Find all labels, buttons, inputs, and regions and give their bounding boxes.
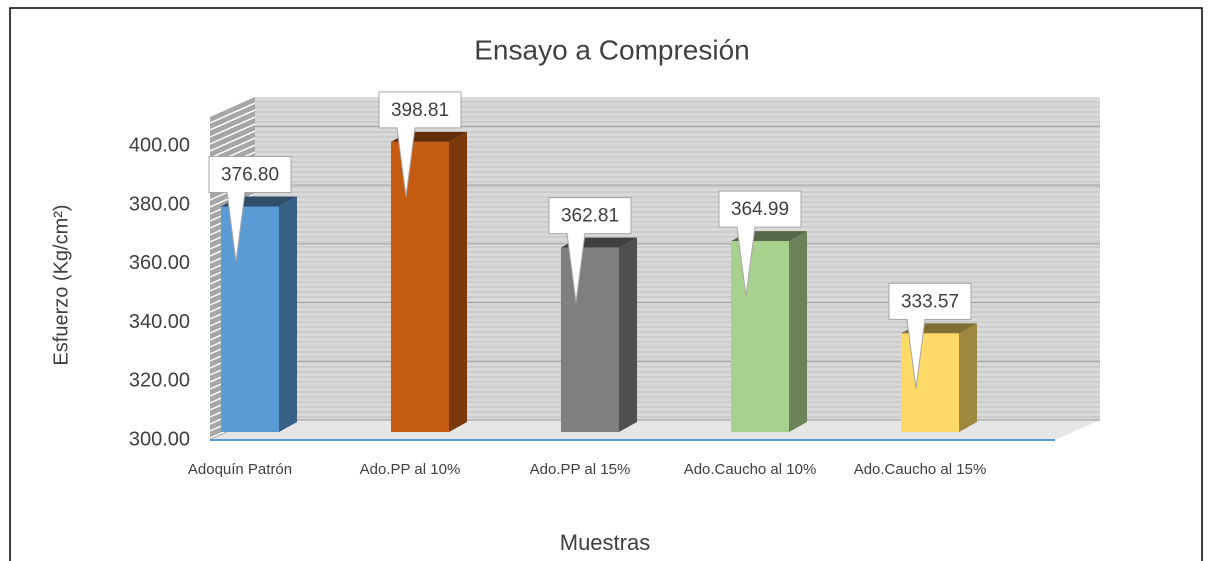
wall-hatch: [209, 137, 256, 159]
x-tick-label: Adoquín Patrón: [188, 461, 292, 478]
y-tick-label: 360.00: [129, 252, 190, 274]
wall-hatch: [209, 109, 256, 131]
bar-front: [561, 247, 619, 432]
x-tick-label: Ado.PP al 15%: [530, 461, 631, 478]
bar-side: [619, 237, 637, 432]
x-tick-label: Ado.Caucho al 15%: [854, 461, 987, 478]
y-tick-label: 380.00: [129, 193, 190, 215]
bar-front: [731, 241, 789, 432]
x-tick-label: Ado.PP al 10%: [360, 461, 461, 478]
data-label: 333.57: [901, 291, 959, 312]
y-tick-label: 320.00: [129, 370, 190, 392]
data-label: 398.81: [391, 100, 449, 121]
y-tick-label: 340.00: [129, 311, 190, 333]
bar-side: [449, 131, 467, 432]
wall-hatch: [209, 123, 256, 145]
y-tick-label: 400.00: [129, 135, 190, 157]
data-label: 362.81: [561, 206, 619, 227]
data-label-callout: [548, 197, 632, 303]
data-label: 376.80: [221, 165, 279, 186]
x-axis-label: Muestras: [560, 530, 650, 555]
bar-side: [789, 231, 807, 432]
bar-front: [221, 206, 279, 432]
data-label-callout: [888, 282, 972, 389]
bar: [221, 196, 297, 432]
bar: [391, 131, 467, 432]
wall-hatch: [209, 130, 256, 152]
y-tick-label: 300.00: [129, 428, 190, 450]
wall-hatch: [209, 116, 256, 138]
data-label-callout: [208, 155, 292, 262]
x-tick-label: Ado.Caucho al 10%: [684, 461, 817, 478]
bar-side: [279, 196, 297, 432]
data-label: 364.99: [731, 199, 789, 220]
bar-front: [391, 141, 449, 432]
bar-front: [901, 333, 959, 432]
chart-title: Ensayo a Compresión: [474, 34, 749, 65]
y-axis-label: Esfuerzo (Kg/cm²): [50, 204, 72, 365]
data-label-callout: [718, 190, 802, 297]
data-label-callout: [378, 91, 462, 197]
bar-side: [959, 323, 977, 432]
wall-hatch: [209, 102, 256, 124]
